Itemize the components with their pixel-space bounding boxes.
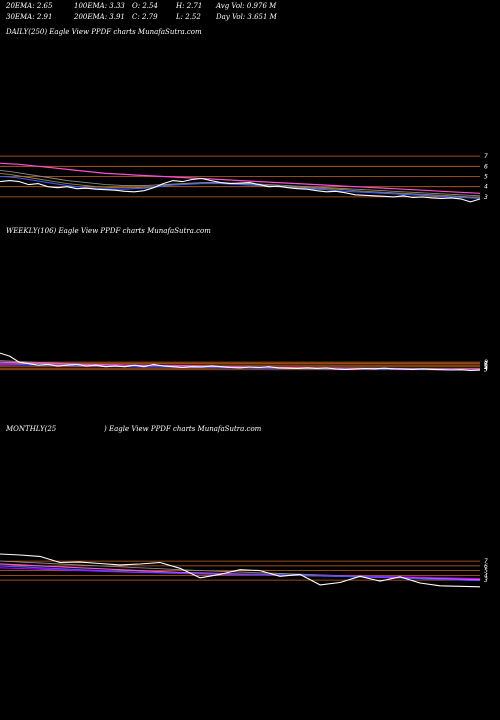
weekly-title: WEEKLY(106) Eagle View PPDF charts Munaf… <box>6 227 211 235</box>
open-value: O: 2.54 <box>132 2 158 10</box>
weekly-tick-label: 7 <box>484 361 488 368</box>
monthly-tick-label: 7 <box>484 558 488 565</box>
low-value: L: 2.52 <box>176 13 201 21</box>
daily-price-line <box>0 177 481 203</box>
daily-ema-blue-line <box>0 175 481 199</box>
daily-ema-pink-line <box>0 162 481 194</box>
day-vol-value: Day Vol: 3.651 M <box>216 13 277 21</box>
daily-tick-label: 7 <box>484 153 488 160</box>
monthly-tick-label: 5 <box>484 568 488 575</box>
daily-title: DAILY(250) Eagle View PPDF charts Munafa… <box>5 28 202 36</box>
indicator-row-2: 30EMA: 2.91 200EMA: 3.91 C: 2.79 L: 2.52 Day… <box>6 12 277 23</box>
weekly-tick-label: 5 <box>484 364 488 371</box>
close-value: C: 2.79 <box>132 13 158 21</box>
monthly-title-suffix: ) Eagle View PPDF charts MunafaSutra.com <box>103 425 262 433</box>
monthly-title: MONTHLY(25 <box>5 425 57 433</box>
monthly-tick-label: 4 <box>484 572 488 579</box>
daily-ema-olive-line <box>0 172 481 198</box>
weekly-tick-label: 6 <box>484 362 488 369</box>
indicator-header: 20EMA: 2.65 100EMA: 3.33 O: 2.54 H: 2.71 Avg… <box>6 1 277 23</box>
ema30-value: 30EMA: 2.91 <box>6 13 53 21</box>
weekly-panel: WEEKLY(106) Eagle View PPDF charts Munaf… <box>0 227 488 374</box>
daily-tick-label: 3 <box>484 194 488 201</box>
weekly-tick-label: 4 <box>484 365 488 372</box>
daily-tick-label: 5 <box>484 173 488 180</box>
monthly-ema-blue-line <box>0 565 481 582</box>
indicator-row-1: 20EMA: 2.65 100EMA: 3.33 O: 2.54 H: 2.71 Avg… <box>6 1 277 12</box>
weekly-tick-label: 8 <box>484 359 488 366</box>
daily-tick-label: 4 <box>484 184 488 191</box>
daily-panel: DAILY(250) Eagle View PPDF charts Munafa… <box>0 28 488 203</box>
monthly-tick-label: 6 <box>484 563 488 570</box>
monthly-panel: MONTHLY(25 ) Eagle View PPDF charts Munaf… <box>0 425 488 588</box>
ema200-value: 200EMA: 3.91 <box>74 13 125 21</box>
weekly-tick-label: 3 <box>484 367 488 374</box>
avg-vol-value: Avg Vol: 0.976 M <box>216 2 277 10</box>
weekly-price-line <box>0 352 481 372</box>
daily-tick-label: 6 <box>484 163 488 170</box>
high-value: H: 2.71 <box>176 2 203 10</box>
monthly-tick-label: 3 <box>484 577 488 584</box>
ema20-value: 20EMA: 2.65 <box>6 2 53 10</box>
monthly-price-line <box>0 553 481 588</box>
ema100-value: 100EMA: 3.33 <box>74 2 125 10</box>
